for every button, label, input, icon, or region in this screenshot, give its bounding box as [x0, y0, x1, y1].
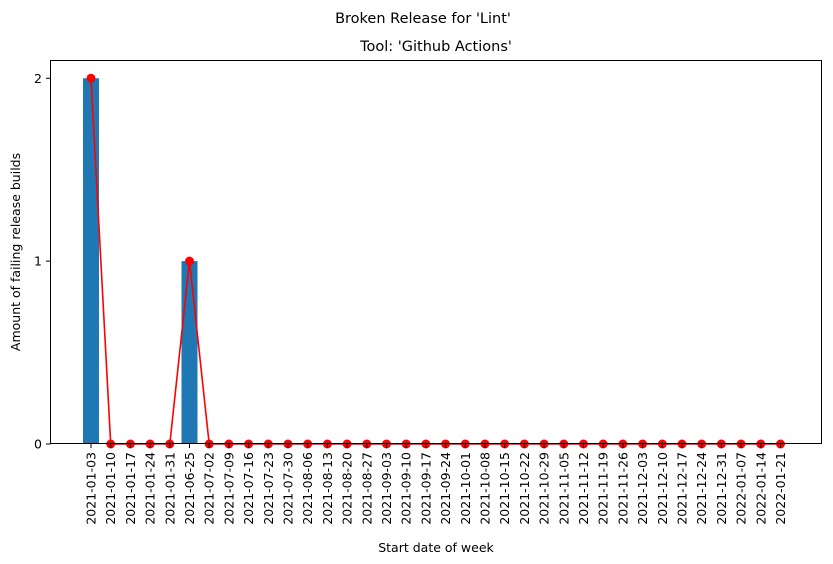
bar-series [83, 78, 198, 445]
x-tick-label: 2021-01-31 [162, 452, 177, 525]
y-axis: 0 1 2 [34, 71, 51, 452]
x-tick-label: 2021-12-17 [675, 452, 690, 525]
x-tick-label: 2021-10-08 [478, 452, 493, 525]
plot-frame [50, 60, 822, 444]
x-tick-label: 2021-11-12 [576, 452, 591, 525]
x-tick-label: 2021-11-05 [556, 452, 571, 525]
x-tick-label: 2021-10-15 [497, 452, 512, 525]
x-tick-label: 2021-09-24 [438, 452, 453, 525]
x-tick-label: 2021-12-24 [694, 452, 709, 525]
x-tick-label: 2021-10-22 [517, 452, 532, 525]
x-tick-label: 2021-08-27 [359, 452, 374, 525]
data-point [185, 256, 194, 266]
x-tick-label: 2021-08-20 [340, 452, 355, 525]
y-tick-label: 0 [34, 437, 42, 452]
x-tick-label: 2021-11-19 [596, 452, 611, 525]
x-tick-label: 2021-08-06 [300, 452, 315, 525]
x-tick-label: 2021-01-10 [103, 452, 118, 525]
x-tick-label: 2021-07-30 [281, 452, 296, 525]
x-tick-label: 2021-12-31 [714, 452, 729, 525]
y-axis-label: Amount of failing release builds [8, 153, 23, 351]
data-point [86, 73, 96, 83]
y-tick-label: 2 [34, 71, 42, 86]
x-tick-label: 2021-12-10 [655, 452, 670, 525]
bar [181, 261, 198, 444]
x-axis-label: Start date of week [378, 540, 494, 555]
x-tick-label: 2021-07-23 [261, 452, 276, 525]
x-tick-label: 2021-07-02 [202, 452, 217, 525]
x-tick-label: 2021-01-03 [84, 452, 99, 525]
x-tick-label: 2021-10-29 [537, 452, 552, 525]
y-tick-label: 1 [34, 254, 42, 269]
x-tick-label: 2021-09-17 [418, 452, 433, 525]
x-tick-label: 2021-12-03 [635, 452, 650, 525]
x-axis: 2021-01-03 2021-01-10 2021-01-17 2021-01-24… [84, 443, 788, 525]
x-tick-label: 2021-07-16 [241, 452, 256, 525]
x-tick-label: 2021-07-09 [221, 452, 236, 525]
x-tick-label: 2022-01-07 [734, 452, 749, 525]
x-tick-label: 2022-01-21 [773, 452, 788, 525]
x-tick-label: 2021-01-17 [123, 452, 138, 525]
chart-subtitle: Tool: 'Github Actions' [359, 39, 512, 55]
x-tick-label: 2021-09-10 [399, 452, 414, 525]
chart-title: Broken Release for 'Lint' [335, 11, 511, 27]
x-tick-label: 2021-08-13 [320, 452, 335, 525]
x-tick-label: 2021-01-24 [143, 452, 158, 525]
x-tick-label: 2021-09-03 [379, 452, 394, 525]
x-tick-label: 2021-11-26 [615, 452, 630, 525]
x-tick-label: 2021-06-25 [182, 452, 197, 525]
x-tick-label: 2021-10-01 [458, 452, 473, 525]
x-tick-label: 2022-01-14 [753, 452, 768, 525]
bar [83, 78, 99, 445]
